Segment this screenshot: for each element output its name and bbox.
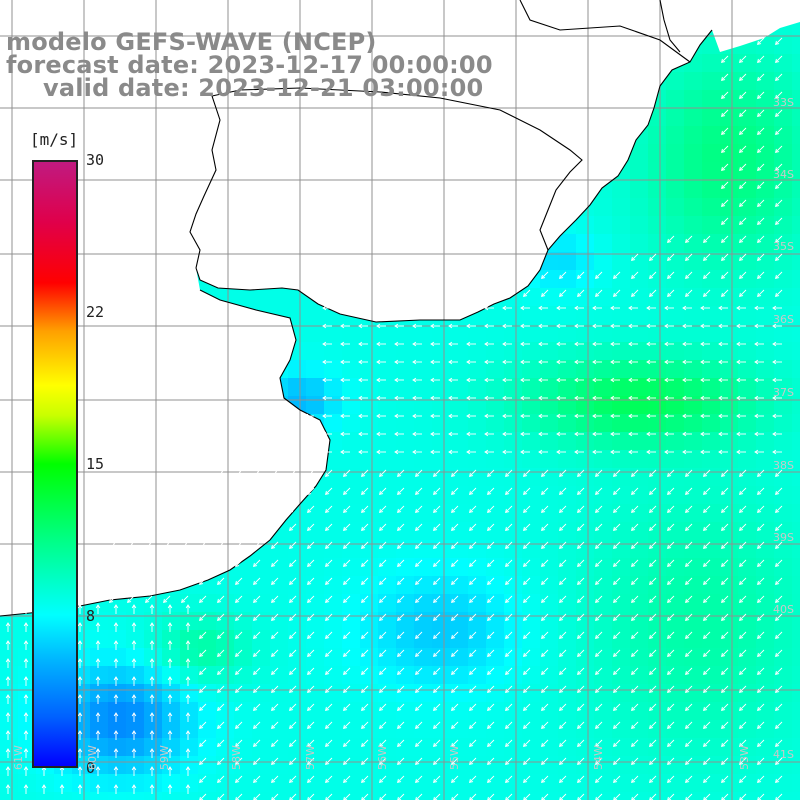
lat-label-34s: 34S <box>773 168 794 181</box>
land-mask <box>0 0 800 616</box>
lon-label-56w: 56W <box>376 745 389 770</box>
lat-label-37s: 37S <box>773 386 794 399</box>
colorbar-tick-0: 0 <box>86 759 96 777</box>
lon-label-58w: 58W <box>230 745 243 770</box>
coastline <box>0 0 713 617</box>
colorbar-tick-8: 8 <box>86 607 96 625</box>
lon-label-61w: 61W <box>12 745 25 770</box>
lon-label-54w: 54W <box>592 745 605 770</box>
lon-label-60w: 60W <box>86 745 99 770</box>
lon-label-57w: 57W <box>304 745 317 770</box>
colorbar-tick-22: 22 <box>86 303 105 321</box>
lat-label-36s: 36S <box>773 313 794 326</box>
lon-label-59w: 59W <box>158 745 171 770</box>
colorbar-tick-15: 15 <box>86 455 105 473</box>
lat-label-40s: 40S <box>773 603 794 616</box>
lat-label-39s: 39S <box>773 531 794 544</box>
lon-label-55w: 55W <box>448 745 461 770</box>
lat-label-41s: 41S <box>773 748 794 761</box>
lon-label-53w: 53W <box>738 745 751 770</box>
colorbar-unit: [m/s] <box>30 130 79 149</box>
model-title: modelo GEFS-WAVE (NCEP) <box>6 28 377 56</box>
lat-label-35s: 35S <box>773 240 794 253</box>
valid-date: valid date: 2023-12-21 03:00:00 <box>43 74 484 102</box>
wind-vectors <box>5 19 783 800</box>
lat-label-33s: 33S <box>773 96 794 109</box>
forecast-date: forecast date: 2023-12-17 00:00:00 <box>6 51 493 79</box>
colorbar <box>32 160 78 768</box>
colorbar-tick-30: 30 <box>86 151 105 169</box>
lat-label-38s: 38S <box>773 459 794 472</box>
